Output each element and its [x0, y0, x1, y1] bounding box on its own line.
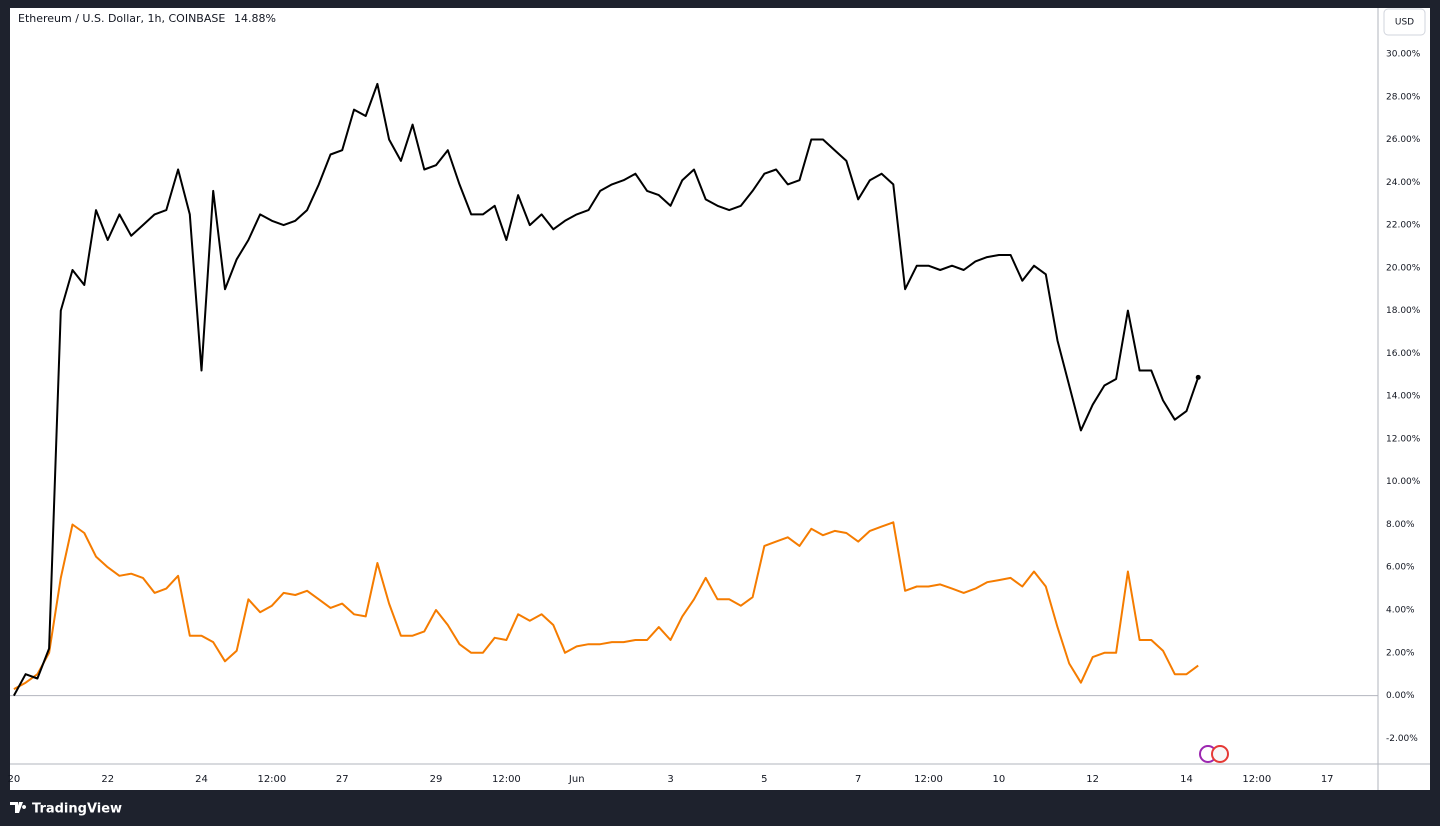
x-tick-label: 12:00 — [492, 774, 521, 785]
y-tick-label: 18.00% — [1386, 306, 1421, 316]
icon[interactable] — [1211, 745, 1229, 763]
x-tick-label: Jun — [568, 774, 585, 785]
currency-button[interactable] — [1383, 8, 1426, 36]
y-tick-label: 22.00% — [1386, 221, 1421, 231]
x-tick-label: 27 — [336, 774, 349, 785]
brand: TradingView — [32, 802, 122, 817]
y-tick-label: 28.00% — [1386, 92, 1421, 102]
x-tick-label: 14 — [1180, 774, 1193, 785]
x-tick-label: 12:00 — [914, 774, 943, 785]
x-tick-label: 20 — [8, 774, 21, 785]
x-tick-label: 29 — [430, 774, 443, 785]
y-tick-label: 4.00% — [1386, 606, 1415, 616]
y-tick-label: 6.00% — [1386, 563, 1415, 573]
chart-title: Ethereum / U.S. Dollar, 1h, COINBASE — [18, 12, 225, 25]
y-tick-label: 16.00% — [1386, 349, 1421, 359]
x-tick-label: 17 — [1321, 774, 1334, 785]
x-tick-label: 22 — [101, 774, 114, 785]
x-tick-label: 24 — [195, 774, 208, 785]
y-tick-label: 26.00% — [1386, 135, 1421, 145]
y-tick-label: 12.00% — [1386, 434, 1421, 444]
last-point — [1195, 374, 1201, 380]
y-tick-label: 24.00% — [1386, 178, 1421, 188]
icons — [1199, 745, 1229, 763]
x-tick-label: 3 — [667, 774, 673, 785]
x-tick-label: 12:00 — [1242, 774, 1271, 785]
y-tick-label: -2.00% — [1386, 734, 1418, 744]
chart-canvas — [10, 8, 1430, 790]
logo-mark — [10, 802, 27, 813]
x-tick-label: 7 — [855, 774, 861, 785]
x-tick-label: 12 — [1086, 774, 1099, 785]
y-tick-label: 2.00% — [1386, 648, 1415, 658]
x-tick-label: 5 — [761, 774, 767, 785]
y-tick-label: 30.00% — [1386, 49, 1421, 59]
last-value: 14.88% — [234, 12, 276, 25]
x-tick-label: 10 — [993, 774, 1006, 785]
y-tick-label: 8.00% — [1386, 520, 1415, 530]
y-tick-label: 10.00% — [1386, 477, 1421, 487]
brand-logo — [10, 802, 27, 813]
series-line — [13, 521, 1199, 690]
series-line — [13, 82, 1200, 697]
currency-label[interactable]: USD — [1395, 18, 1414, 28]
y-tick-label: 0.00% — [1386, 691, 1415, 701]
y-tick-label: 20.00% — [1386, 263, 1421, 273]
x-tick-label: 12:00 — [257, 774, 286, 785]
y-tick-label: 14.00% — [1386, 392, 1421, 402]
